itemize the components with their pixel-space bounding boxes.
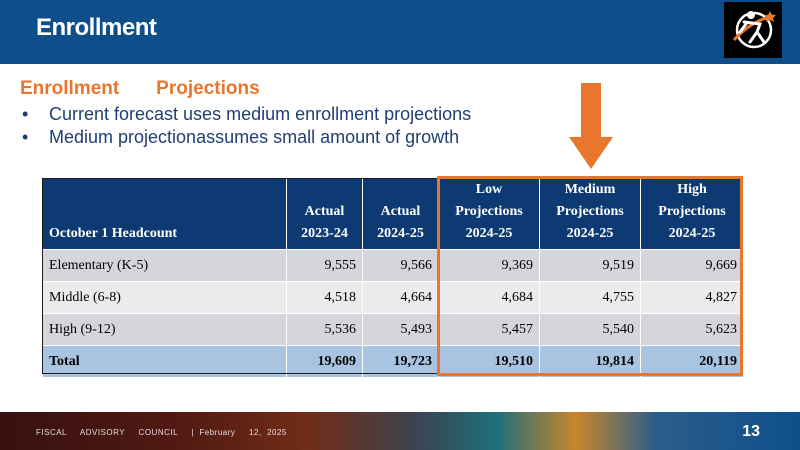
bullet-item: • Medium projectionassumes small amount o… <box>22 126 471 149</box>
table-cell: 9,519 <box>539 249 641 282</box>
page-number: 13 <box>742 423 760 440</box>
table-cell: 19,609 <box>286 345 363 378</box>
bullet-item: • Current forecast uses medium enrollment… <box>22 103 471 126</box>
enrollment-table: October 1 Headcount Actual 2023-24 Actual… <box>42 178 744 378</box>
table-row: Middle (6-8) 4,518 4,664 4,684 4,755 4,8… <box>42 281 744 314</box>
table-header-row: October 1 Headcount Actual 2023-24 Actual… <box>42 178 744 250</box>
bullet-list: • Current forecast uses medium enrollment… <box>22 103 471 149</box>
table-cell: 20,119 <box>640 345 744 378</box>
footer-bar: FISCAL ADVISORY COUNCIL | February 12, 2… <box>0 412 800 450</box>
table-cell: 5,623 <box>640 313 744 346</box>
table-row: High (9-12) 5,536 5,493 5,457 5,540 5,62… <box>42 313 744 346</box>
column-header-high-projections: High Projections 2024-25 <box>640 178 744 250</box>
row-label: Elementary (K-5) <box>42 249 287 282</box>
section-heading: Enrollment Projections <box>20 78 260 99</box>
bullet-glyph: • <box>22 127 29 147</box>
logo-icon <box>724 2 782 58</box>
column-header-medium-projections: Medium Projections 2024-25 <box>539 178 641 250</box>
bullet-text: Medium projectionassumes small amount of… <box>49 127 460 147</box>
table-cell: 4,664 <box>362 281 439 314</box>
table-cell: 5,493 <box>362 313 439 346</box>
footer-text: FISCAL ADVISORY COUNCIL | February 12, 2… <box>36 428 287 437</box>
footer-shade <box>0 412 800 450</box>
table-cell: 9,369 <box>438 249 540 282</box>
table-cell: 4,518 <box>286 281 363 314</box>
page-title: Enrollment <box>36 14 157 41</box>
table-cell: 9,555 <box>286 249 363 282</box>
header-bar: Enrollment <box>0 0 800 64</box>
table-cell: 5,540 <box>539 313 641 346</box>
column-header-headcount: October 1 Headcount <box>42 178 287 250</box>
column-header-actual-2024-25: Actual 2024-25 <box>362 178 439 250</box>
table-row: Elementary (K-5) 9,555 9,566 9,369 9,519… <box>42 249 744 282</box>
table-cell: 5,536 <box>286 313 363 346</box>
row-label: High (9-12) <box>42 313 287 346</box>
column-header-actual-2023-24: Actual 2023-24 <box>286 178 363 250</box>
table-cell: 19,510 <box>438 345 540 378</box>
table-cell: 4,827 <box>640 281 744 314</box>
table-cell: 9,566 <box>362 249 439 282</box>
table-cell: 9,669 <box>640 249 744 282</box>
row-label: Middle (6-8) <box>42 281 287 314</box>
total-row: Total 19,609 19,723 19,510 19,814 20,119 <box>42 345 744 378</box>
table-cell: 4,755 <box>539 281 641 314</box>
bullet-glyph: • <box>22 104 29 124</box>
row-label: Total <box>42 345 287 378</box>
table-cell: 5,457 <box>438 313 540 346</box>
table-cell: 19,814 <box>539 345 641 378</box>
down-arrow-icon <box>569 83 613 169</box>
table-cell: 4,684 <box>438 281 540 314</box>
table-cell: 19,723 <box>362 345 439 378</box>
bullet-text: Current forecast uses medium enrollment … <box>49 104 472 124</box>
column-header-low-projections: Low Projections 2024-25 <box>438 178 540 250</box>
